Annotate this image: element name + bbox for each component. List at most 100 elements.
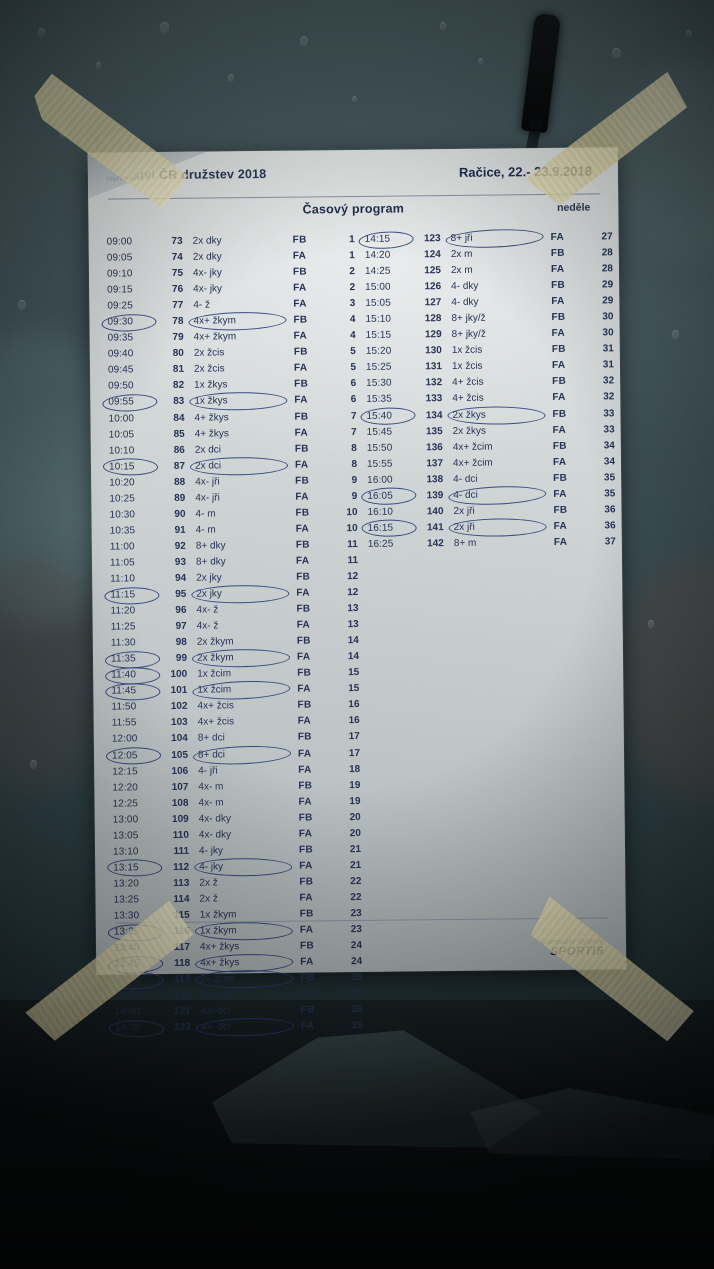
race-count: 15 [348, 683, 360, 695]
race-event: 4x+ žcis [197, 700, 234, 713]
race-number: 88 [173, 476, 186, 488]
race-number: 119 [174, 973, 191, 986]
race-number: 84 [173, 412, 185, 424]
race-count: 5 [350, 362, 357, 374]
race-event: 2x dky [192, 251, 222, 263]
race-time: 10:05 [108, 428, 135, 441]
race-round: FA [552, 456, 567, 468]
race-round: FA [295, 491, 309, 503]
race-event: 4- m [195, 524, 216, 536]
race-number: 108 [171, 797, 189, 809]
race-event: 4- m [195, 508, 216, 520]
race-count: 1 [349, 234, 355, 246]
race-round: FA [296, 619, 311, 631]
race-event: 4x- ž [196, 604, 219, 616]
race-count: 3 [349, 298, 356, 310]
race-number: 101 [170, 685, 188, 697]
race-time: 13:00 [112, 813, 139, 826]
race-time: 10:35 [109, 525, 136, 537]
race-count: 10 [346, 522, 358, 534]
race-event: 4x- ž [196, 620, 219, 632]
race-number: 100 [170, 669, 188, 681]
race-number: 83 [173, 396, 185, 408]
race-round: FB [298, 812, 313, 824]
race-count: 35 [604, 488, 616, 500]
race-number: 81 [172, 364, 185, 376]
race-time: 13:05 [112, 830, 139, 842]
race-count: 6 [350, 378, 357, 390]
race-number: 142 [427, 537, 444, 550]
race-count: 9 [351, 490, 358, 502]
race-event: 4x- m [198, 781, 224, 793]
race-count: 25 [351, 972, 363, 984]
race-event: 4- dci [453, 473, 478, 485]
race-event: 4x+ žcim [452, 441, 493, 453]
race-time: 14:00 [114, 1006, 141, 1018]
race-time: 14:15 [364, 233, 391, 245]
race-number: 130 [425, 345, 442, 357]
race-round: FB [552, 440, 567, 452]
race-time: 15:00 [365, 281, 391, 294]
race-event: 2x žkys [452, 409, 486, 421]
race-number: 113 [173, 877, 190, 889]
race-count: 25 [351, 988, 363, 1000]
race-time: 11:50 [111, 701, 137, 713]
race-time: 11:30 [110, 637, 136, 649]
race-count: 20 [349, 827, 361, 839]
race-number: 86 [173, 444, 185, 456]
race-event: 4x+ žcis [197, 716, 235, 729]
race-event: 4- jky [198, 845, 223, 857]
race-number: 92 [174, 540, 186, 552]
race-time: 15:50 [366, 442, 393, 454]
race-round: FB [296, 571, 311, 583]
race-time: 11:10 [110, 573, 136, 585]
race-round: FA [293, 330, 308, 342]
race-time: 11:40 [111, 669, 137, 681]
race-time: 09:55 [108, 396, 134, 409]
race-event: 8+ dky [195, 556, 226, 568]
race-round: FA [553, 536, 568, 548]
race-round: FA [298, 764, 312, 776]
race-time: 13:55 [114, 990, 141, 1002]
race-number: 112 [172, 861, 190, 873]
race-round: FA [300, 1020, 315, 1032]
race-event: 4+ žkys [194, 411, 229, 424]
race-count: 27 [601, 231, 613, 243]
race-round: FB [551, 312, 566, 324]
race-time: 11:55 [111, 717, 137, 729]
race-count: 7 [350, 410, 357, 422]
race-number: 136 [426, 441, 443, 453]
race-event: 1x žcis [451, 361, 483, 373]
race-round: FB [297, 699, 312, 711]
race-time: 13:25 [113, 894, 140, 906]
race-event: 4x+ žcim [452, 457, 493, 469]
race-event: 4- dky [451, 296, 479, 309]
race-number: 102 [170, 701, 188, 713]
race-time: 15:25 [365, 362, 392, 374]
race-number: 77 [172, 299, 184, 312]
race-time: 10:10 [108, 444, 135, 457]
race-number: 93 [174, 556, 187, 568]
race-round: FB [295, 539, 310, 551]
race-count: 14 [347, 651, 360, 663]
race-event: 1x žcis [451, 345, 483, 357]
race-time: 14:20 [364, 249, 391, 261]
race-round: FA [296, 587, 310, 599]
race-time: 16:15 [367, 522, 394, 534]
race-event: 8+ dci [197, 732, 225, 745]
race-count: 2 [349, 282, 356, 294]
race-round: FA [293, 362, 308, 375]
race-count: 22 [350, 891, 362, 904]
race-number: 134 [425, 409, 443, 421]
race-round: FA [297, 715, 312, 728]
race-event: 4x- dci [200, 1021, 231, 1033]
race-event: 8+ dky [195, 540, 226, 552]
race-number: 97 [175, 620, 187, 633]
race-event: 2x dky [192, 235, 222, 247]
race-round: FB [292, 266, 307, 278]
race-count: 19 [349, 779, 361, 791]
timetable-sheet: nepříliš čitelný vybledlý text ...stvi Č… [87, 147, 627, 1038]
race-time: 11:15 [110, 589, 136, 601]
race-event: 2x jky [196, 588, 222, 600]
race-event: 4x+ žkym [193, 331, 237, 343]
